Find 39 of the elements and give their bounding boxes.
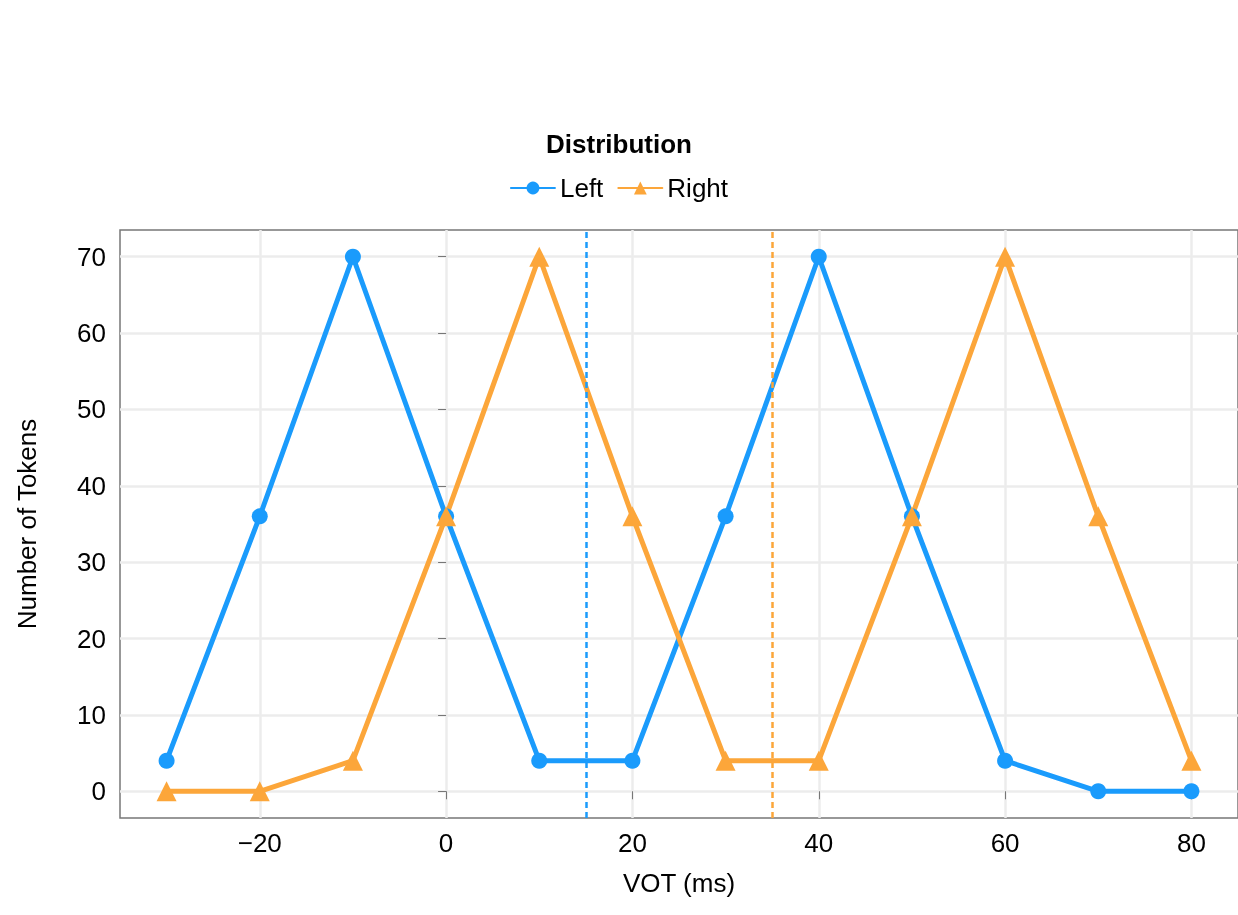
point (1088, 506, 1109, 527)
point (1090, 783, 1107, 800)
point (622, 506, 643, 527)
y-tick-label: 20 (77, 623, 106, 654)
point (808, 750, 829, 771)
point (344, 248, 361, 265)
y-tick-label: 70 (77, 241, 106, 272)
point (624, 752, 641, 769)
point (529, 246, 550, 267)
point (715, 750, 736, 771)
x-tick-label: 0 (438, 828, 454, 858)
y-tick-label: 10 (77, 699, 106, 730)
x-axis-title: VOT (ms) (622, 868, 736, 898)
x-tick-label: 40 (804, 828, 834, 858)
legend-label: Left (559, 173, 605, 203)
point (156, 781, 177, 802)
point (158, 752, 175, 769)
y-axis-title: Number of Tokens (12, 418, 42, 630)
point (1181, 750, 1202, 771)
x-tick-label: 60 (990, 828, 1020, 858)
point (251, 508, 268, 525)
point (810, 248, 827, 265)
x-tick-label: 20 (617, 828, 647, 858)
point (1183, 783, 1200, 800)
point (995, 246, 1016, 267)
point (342, 750, 363, 771)
x-tick-label: 80 (1176, 828, 1206, 858)
legend-title: Distribution (546, 129, 692, 159)
y-tick-label: 50 (77, 394, 106, 425)
x-tick-label: −20 (237, 828, 282, 858)
legend-label: Right (667, 173, 729, 203)
y-tick-label: 60 (77, 318, 106, 349)
y-tick-label: 0 (91, 776, 106, 807)
y-tick-label: 40 (77, 470, 106, 501)
point (717, 508, 734, 525)
point (997, 752, 1014, 769)
point (249, 781, 270, 802)
y-tick-label: 30 (77, 547, 106, 578)
point (531, 752, 548, 769)
